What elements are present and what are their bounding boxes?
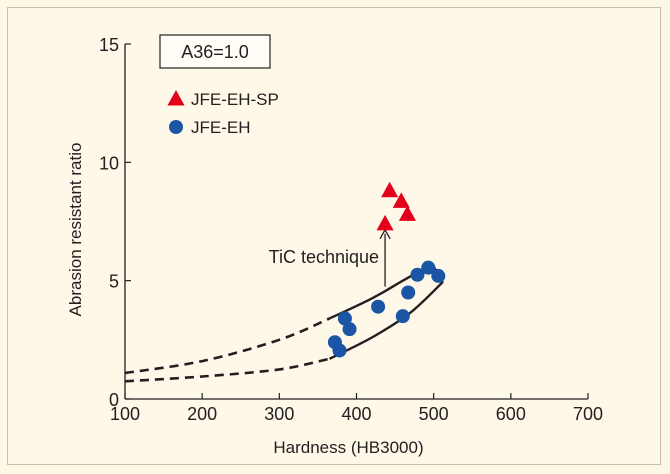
- jfe-eh-sp-point: [376, 214, 394, 231]
- data-marks: [327, 181, 446, 358]
- legend-triangle-marker: [167, 90, 185, 106]
- abrasion-chart: 100 200 300 400 500 600 700 0 5 10 15 Hardness (HB3…: [66, 34, 603, 457]
- jfe-eh-sp-point: [392, 192, 410, 208]
- jfe-eh-point: [421, 260, 436, 275]
- y-tick-label: 5: [109, 272, 119, 292]
- y-tick-label: 15: [99, 35, 119, 55]
- jfe-eh-point: [342, 322, 357, 337]
- y-tick-label: 0: [109, 390, 119, 410]
- band: [124, 263, 444, 383]
- chart-frame: 100 200 300 400 500 600 700 0 5 10 15 Hardness (HB3…: [7, 7, 661, 465]
- baseline-box: [159, 34, 271, 69]
- x-tick-label: 400: [341, 404, 371, 424]
- legend-label-jfe-eh: JFE-EH: [191, 118, 251, 137]
- legend: A36=1.0 JFE-EH-SP JFE-EH: [159, 34, 279, 137]
- jfe-eh-sp-point: [381, 181, 399, 198]
- baseline-label: A36=1.0: [181, 42, 249, 62]
- jfe-eh-sp-point: [398, 205, 416, 221]
- annotation-group: TiC technique: [269, 228, 391, 287]
- legend-circle-marker: [169, 120, 183, 134]
- x-tick-label: 300: [264, 404, 294, 424]
- x-tick-label: 500: [419, 404, 449, 424]
- jfe-eh-point: [431, 268, 446, 283]
- x-tick-label: 200: [187, 404, 217, 424]
- jfe-eh-point: [371, 299, 386, 314]
- jfe-eh-point: [410, 267, 425, 282]
- lower-dashed-curve: [124, 357, 330, 383]
- jfe-eh-point: [337, 311, 352, 326]
- x-tick-label: 100: [110, 404, 140, 424]
- jfe-eh-point: [395, 309, 410, 324]
- jfe-eh-point: [401, 285, 416, 300]
- lower-solid-curve: [328, 281, 444, 360]
- legend-label-jfe-eh-sp: JFE-EH-SP: [191, 90, 279, 109]
- jfe-eh-point: [332, 343, 347, 358]
- tic-annotation: TiC technique: [269, 247, 379, 267]
- x-tick-label: 600: [496, 404, 526, 424]
- axes: 100 200 300 400 500 600 700 0 5 10 15 Hardness (HB3…: [66, 35, 603, 457]
- upper-dashed-curve: [124, 317, 331, 375]
- y-tick-label: 10: [99, 153, 119, 173]
- y-axis-title: Abrasion resistant ratio: [66, 143, 85, 317]
- x-tick-label: 700: [573, 404, 603, 424]
- x-axis-title: Hardness (HB3000): [273, 438, 423, 457]
